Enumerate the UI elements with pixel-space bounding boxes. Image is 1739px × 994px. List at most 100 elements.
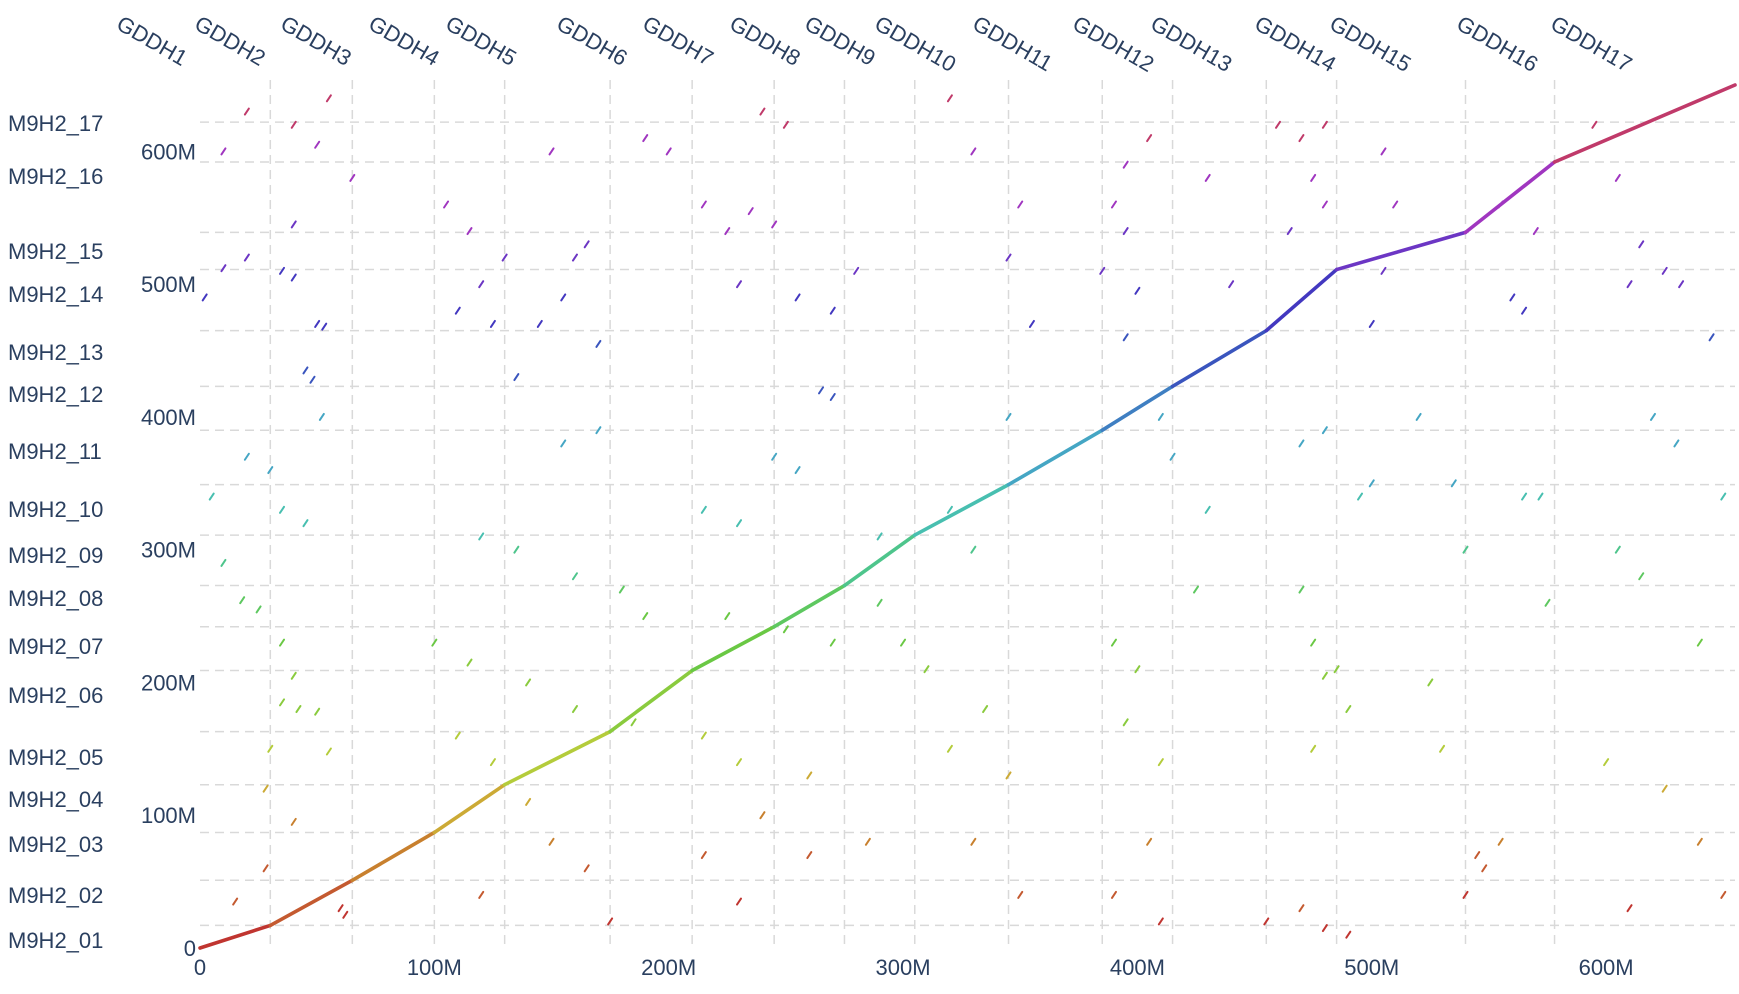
synteny-point [1110,638,1117,647]
synteny-point [1192,585,1199,594]
synteny-point [771,220,778,229]
synteny-point [314,140,321,149]
x-chrom-label-GDDH11: GDDH11 [969,11,1057,76]
synteny-point [478,280,485,289]
synteny-point [1157,917,1164,926]
synteny-point [1678,280,1685,289]
synteny-point [1661,784,1668,793]
synteny-point [1321,120,1328,129]
synteny-point [736,897,743,906]
synteny-point [806,851,813,860]
x-chrom-label-GDDH16: GDDH16 [1453,11,1543,77]
diagonal-segment-3 [350,830,437,883]
synteny-point [295,705,302,714]
synteny-point [1345,705,1352,714]
synteny-point [1310,173,1317,182]
synteny-point [1028,319,1035,328]
synteny-point [536,319,543,328]
x-axis-tick-labels: 0 100M 200M 300M 400M 500M 600M [194,955,1634,980]
y-chrom-label-M9H2_09: M9H2_09 [8,543,103,568]
x-chrom-label-GDDH1: GDDH1 [113,11,192,71]
synteny-point [642,612,649,621]
x-tick-label: 600M [1579,955,1634,980]
x-chrom-label-GDDH12: GDDH12 [1069,11,1159,77]
synteny-point [302,519,309,528]
synteny-point [454,731,461,740]
synteny-point [1708,333,1715,342]
synteny-point [342,910,349,919]
synteny-point [1204,173,1211,182]
synteny-point [1099,266,1106,275]
synteny-point [1017,200,1024,209]
synteny-point [1368,479,1375,488]
y-chromosome-labels: M9H2_01 M9H2_02 M9H2_03 M9H2_04 M9H2_05 M9H2_… [8,111,103,953]
diagonal-segment-9 [842,533,917,588]
diagonal-segment-2 [268,878,355,928]
y-chrom-label-M9H2_03: M9H2_03 [8,832,103,857]
synteny-point [1626,280,1633,289]
synteny-point [1321,924,1328,933]
synteny-point [1638,572,1645,581]
synteny-point [1275,120,1282,129]
synteny-point [1720,890,1727,899]
synteny-point [794,293,801,302]
synteny-point [700,200,707,209]
x-chrom-label-GDDH15: GDDH15 [1326,11,1416,77]
synteny-point [736,280,743,289]
y-chrom-label-M9H2_17: M9H2_17 [8,111,103,136]
synteny-point [1614,545,1621,554]
synteny-point [1005,253,1012,262]
y-chrom-label-M9H2_10: M9H2_10 [8,497,103,522]
synteny-point [1146,837,1153,846]
synteny-point [560,293,567,302]
synteny-point [220,147,227,156]
synteny-point [794,466,801,475]
y-chrom-label-M9H2_01: M9H2_01 [8,928,103,953]
synteny-point [642,134,649,143]
synteny-point [759,811,766,820]
synteny-point [325,94,332,103]
synteny-point [571,705,578,714]
synteny-point [736,758,743,767]
y-tick-label: 500M [141,272,196,297]
synteny-point [290,120,297,129]
synteny-point [782,120,789,129]
synteny-point [1005,771,1012,780]
synteny-point [431,638,438,647]
synteny-point [1481,864,1488,873]
synteny-point [1122,227,1129,236]
synteny-point [595,339,602,348]
synteny-point [513,545,520,554]
synteny-point [1122,160,1129,169]
diagonal-segment-15 [1334,230,1468,272]
synteny-point [290,671,297,680]
synteny-point [1521,306,1528,315]
synteny-point [309,375,316,384]
x-chrom-label-GDDH4: GDDH4 [365,11,444,71]
synteny-point [1169,452,1176,461]
x-chrom-label-GDDH6: GDDH6 [553,11,632,71]
synteny-point [571,253,578,262]
synteny-point [818,386,825,395]
synteny-point [864,837,871,846]
x-tick-label: 100M [407,955,462,980]
synteny-point [560,439,567,448]
x-chrom-label-GDDH2: GDDH2 [191,11,270,71]
synteny-point [1298,585,1305,594]
synteny-point [525,797,532,806]
synteny-point [970,147,977,156]
synteny-point [1310,638,1317,647]
x-tick-label: 0 [194,955,206,980]
x-chrom-label-GDDH10: GDDH10 [871,11,961,77]
synteny-point [595,426,602,435]
synteny-point [1321,200,1328,209]
y-chrom-label-M9H2_02: M9H2_02 [8,883,103,908]
synteny-point [1521,492,1528,501]
synteny-point [1298,439,1305,448]
synteny-point [1298,134,1305,143]
synteny-point [946,94,953,103]
synteny-point [1321,426,1328,435]
y-chrom-label-M9H2_12: M9H2_12 [8,382,103,407]
synteny-point [1204,505,1211,514]
